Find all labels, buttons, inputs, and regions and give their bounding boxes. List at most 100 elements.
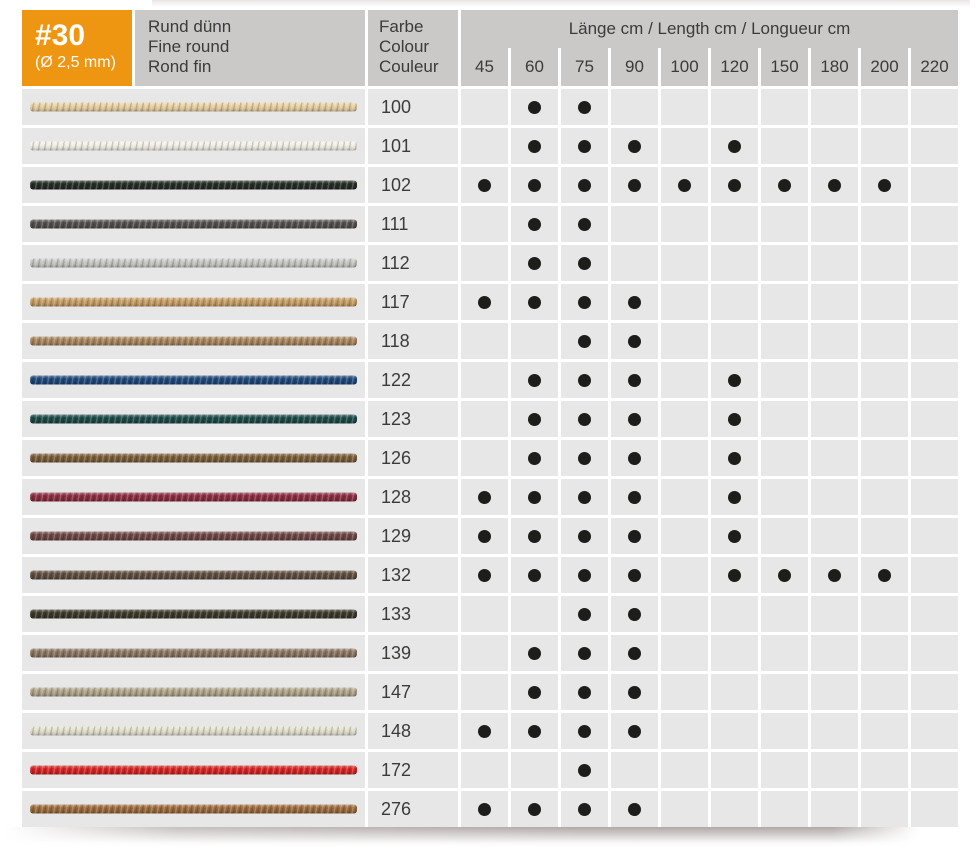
- availability-dot: [778, 568, 791, 582]
- availability-cell: [511, 479, 558, 515]
- availability-cell: [661, 635, 708, 671]
- availability-cell: [811, 479, 858, 515]
- availability-cell: [911, 518, 958, 554]
- availability-cell: [661, 518, 708, 554]
- availability-cell: [561, 518, 608, 554]
- availability-cell: [861, 791, 908, 827]
- availability-dot: [528, 451, 541, 465]
- availability-cell: [511, 518, 558, 554]
- color-code: 172: [368, 752, 458, 788]
- cord-swatch: [30, 375, 357, 385]
- color-header-line-en: Colour: [379, 37, 430, 56]
- cord-swatch-cell: [22, 596, 365, 632]
- availability-cell: [611, 167, 658, 203]
- availability-dot: [578, 256, 591, 270]
- cord-swatch: [30, 804, 357, 814]
- availability-cell: [561, 89, 608, 125]
- cord-swatch-cell: [22, 674, 365, 710]
- availability-cell: [861, 206, 908, 242]
- availability-dot: [728, 373, 741, 387]
- availability-cell: [861, 284, 908, 320]
- color-header-line-fr: Couleur: [379, 57, 439, 76]
- availability-cell: [711, 401, 758, 437]
- availability-cell: [761, 518, 808, 554]
- availability-dot: [578, 607, 591, 621]
- availability-cell: [711, 323, 758, 359]
- availability-cell: [761, 557, 808, 593]
- availability-cell: [911, 362, 958, 398]
- availability-cell: [711, 440, 758, 476]
- length-column-header: 90: [611, 48, 658, 86]
- availability-cell: [511, 323, 558, 359]
- availability-dot: [578, 178, 591, 192]
- availability-dot: [628, 334, 641, 348]
- availability-cell: [661, 128, 708, 164]
- availability-dot: [578, 334, 591, 348]
- availability-cell: [861, 245, 908, 281]
- cord-swatch-cell: [22, 791, 365, 827]
- availability-cell: [811, 128, 858, 164]
- availability-cell: [811, 791, 858, 827]
- availability-cell: [661, 557, 708, 593]
- availability-cell: [711, 89, 758, 125]
- availability-dot: [728, 568, 741, 582]
- length-column-header: 220: [911, 48, 958, 86]
- color-code: 118: [368, 323, 458, 359]
- cord-swatch-cell: [22, 128, 365, 164]
- availability-cell: [461, 128, 508, 164]
- availability-cell: [611, 752, 658, 788]
- availability-cell: [511, 401, 558, 437]
- availability-cell: [461, 167, 508, 203]
- availability-dot: [628, 607, 641, 621]
- availability-dot: [528, 724, 541, 738]
- cord-swatch: [30, 726, 357, 736]
- availability-dot: [528, 685, 541, 699]
- availability-cell: [711, 479, 758, 515]
- availability-dot: [478, 178, 491, 192]
- availability-cell: [861, 557, 908, 593]
- availability-dot: [578, 451, 591, 465]
- availability-cell: [461, 245, 508, 281]
- availability-cell: [811, 518, 858, 554]
- availability-dot: [628, 724, 641, 738]
- table-body: 100 101 102 111 112 117 118 122 123 126 128 129 132 1…: [22, 89, 958, 827]
- availability-cell: [561, 557, 608, 593]
- cord-swatch: [30, 531, 357, 541]
- cord-swatch-cell: [22, 284, 365, 320]
- availability-cell: [461, 440, 508, 476]
- availability-cell: [461, 674, 508, 710]
- availability-cell: [761, 791, 808, 827]
- availability-cell: [911, 479, 958, 515]
- cord-swatch-cell: [22, 323, 365, 359]
- availability-cell: [461, 596, 508, 632]
- availability-cell: [461, 752, 508, 788]
- availability-cell: [661, 206, 708, 242]
- availability-cell: [761, 206, 808, 242]
- availability-cell: [611, 362, 658, 398]
- availability-dot: [578, 217, 591, 231]
- availability-cell: [761, 284, 808, 320]
- cord-swatch-cell: [22, 167, 365, 203]
- availability-cell: [861, 440, 908, 476]
- availability-cell: [711, 245, 758, 281]
- availability-cell: [661, 362, 708, 398]
- availability-dot: [828, 568, 841, 582]
- color-code: 102: [368, 167, 458, 203]
- cord-swatch: [30, 258, 357, 268]
- availability-cell: [561, 245, 608, 281]
- cord-swatch-cell: [22, 635, 365, 671]
- cord-swatch: [30, 297, 357, 307]
- availability-dot: [528, 100, 541, 114]
- availability-cell: [611, 518, 658, 554]
- availability-cell: [761, 713, 808, 749]
- cord-swatch: [30, 687, 357, 697]
- availability-cell: [861, 167, 908, 203]
- cord-swatch: [30, 180, 357, 190]
- availability-dot: [578, 373, 591, 387]
- length-column-header: 45: [461, 48, 508, 86]
- cord-swatch: [30, 765, 357, 775]
- description-line-fr: Rond fin: [148, 57, 212, 76]
- availability-cell: [561, 713, 608, 749]
- color-code: 148: [368, 713, 458, 749]
- color-code: 101: [368, 128, 458, 164]
